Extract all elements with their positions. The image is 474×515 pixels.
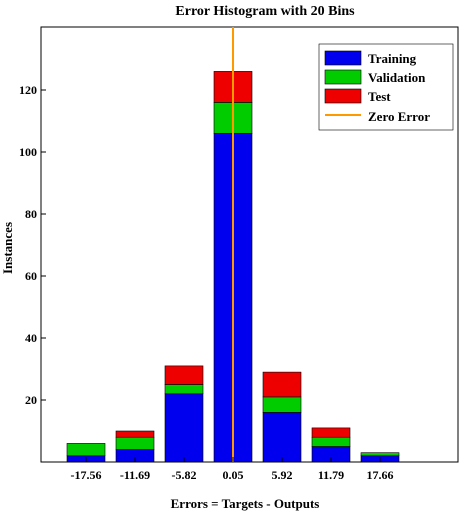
y-tick-label: 100 [19, 145, 37, 159]
y-axis: 20 40 60 80 100 120 [19, 83, 46, 407]
bar-segment-test [262, 371, 302, 398]
bars-group [66, 27, 400, 463]
bar-segment-training [262, 412, 302, 463]
y-tick-label: 80 [25, 207, 37, 221]
legend-swatch-training [324, 50, 362, 66]
bar-segment-test [311, 427, 351, 438]
y-tick-label: 20 [25, 393, 37, 407]
x-tick-label: -17.56 [71, 468, 102, 482]
bar-segment-validation [164, 384, 204, 395]
legend-swatch-test [324, 88, 362, 104]
legend-label-validation: Validation [368, 70, 426, 85]
x-tick-label: 11.79 [318, 468, 344, 482]
x-axis: -17.56 -11.69 -5.82 0.05 5.92 11.79 17.66 [71, 457, 394, 482]
bar-segment-training [164, 393, 204, 463]
bar-segment-validation [360, 452, 400, 457]
legend-label-training: Training [368, 51, 417, 66]
x-tick-label: -11.69 [120, 468, 150, 482]
bar-segment-validation [311, 436, 351, 447]
y-axis-label: Instances [0, 222, 15, 274]
bar-segment-validation [66, 443, 106, 457]
legend-label-test: Test [368, 89, 391, 104]
x-tick-label: 0.05 [223, 468, 244, 482]
chart-title: Error Histogram with 20 Bins [175, 4, 355, 19]
bar-segment-validation [262, 396, 302, 413]
x-tick-label: 5.92 [272, 468, 293, 482]
y-tick-label: 40 [25, 331, 37, 345]
legend-label-zero-error: Zero Error [368, 109, 430, 124]
y-tick-label: 60 [25, 269, 37, 283]
y-tick-label: 120 [19, 83, 37, 97]
bar-segment-test [164, 365, 204, 385]
legend-swatch-validation [324, 69, 362, 85]
x-axis-label: Errors = Targets - Outputs [171, 496, 320, 511]
x-tick-label: -5.82 [172, 468, 197, 482]
bar-segment-validation [115, 436, 155, 450]
x-tick-label: 17.66 [367, 468, 394, 482]
legend: Training Validation Test Zero Error [318, 43, 454, 131]
bar-segment-test [115, 430, 155, 438]
